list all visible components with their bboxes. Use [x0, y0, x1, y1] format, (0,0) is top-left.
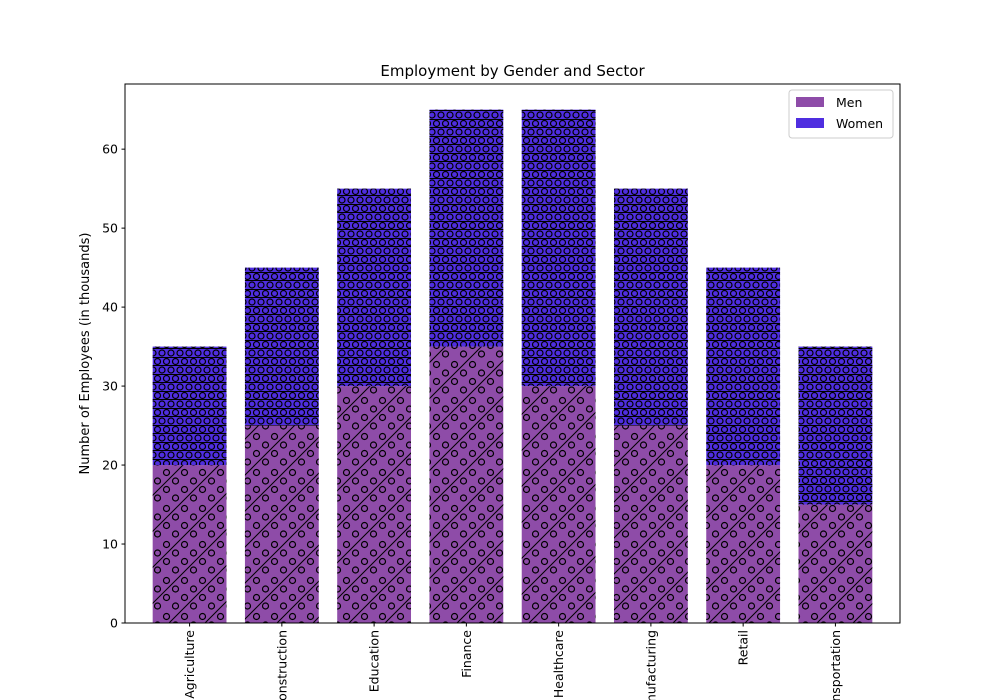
x-tick-label-education: Education: [367, 630, 382, 692]
legend: Men Women: [788, 89, 894, 139]
plot-frame: [124, 83, 901, 624]
bar-construction-men: [244, 425, 319, 623]
bar-agriculture-women: [152, 346, 227, 466]
x-tick-label-retail: Retail: [736, 630, 751, 665]
bar-finance-women: [429, 109, 504, 347]
bar-retail-women: [706, 267, 781, 466]
y-tick-label: 10: [102, 537, 118, 552]
bar-education-women: [337, 188, 412, 387]
x-tick-label-finance: Finance: [459, 630, 474, 678]
y-tick-label: 30: [102, 379, 118, 394]
legend-item-women: Women: [796, 116, 883, 131]
y-axis-label: Number of Employees (in thousands): [78, 233, 93, 475]
legend-swatch: [796, 97, 824, 107]
y-tick-label: 60: [102, 142, 118, 157]
x-axis: Agriculture Construction Education Finance H…: [182, 623, 843, 700]
bar-education-men: [337, 386, 412, 623]
legend-label: Men: [836, 95, 862, 110]
y-axis: 0 10 20 30 40 50 60: [102, 142, 125, 631]
bar-retail-men: [706, 465, 781, 623]
y-tick-label: 20: [102, 458, 118, 473]
bar-healthcare-women: [521, 109, 596, 387]
y-tick-label: 50: [102, 221, 118, 236]
x-tick-label-agriculture: Agriculture: [182, 630, 197, 699]
legend-item-men: Men: [796, 95, 862, 110]
chart-title: Employment by Gender and Sector: [380, 62, 645, 80]
bar-manufacturing-men: [613, 425, 688, 623]
y-tick-label: 40: [102, 300, 118, 315]
bar-transportation-women: [798, 346, 873, 505]
bar-finance-men: [429, 346, 504, 623]
legend-label: Women: [836, 116, 883, 131]
bar-agriculture-men: [152, 465, 227, 623]
bar-construction-women: [244, 267, 319, 426]
bars-group: [152, 109, 873, 623]
x-tick-label-transportation: Transportation: [828, 630, 843, 700]
x-tick-label-construction: Construction: [274, 630, 289, 700]
y-tick-label: 0: [110, 616, 118, 631]
x-tick-label-manufacturing: Manufacturing: [643, 630, 658, 700]
legend-swatch: [796, 118, 824, 128]
x-tick-label-healthcare: Healthcare: [551, 630, 566, 698]
bar-manufacturing-women: [613, 188, 688, 426]
bar-healthcare-men: [521, 386, 596, 623]
bar-transportation-men: [798, 504, 873, 623]
